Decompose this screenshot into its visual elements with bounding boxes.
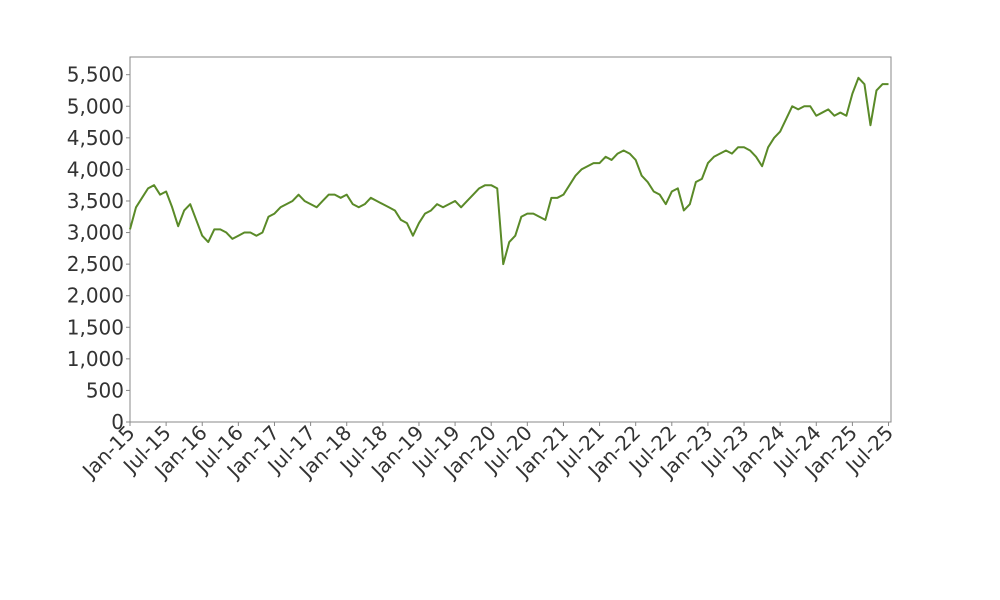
y-tick-label: 2,500	[67, 252, 124, 276]
y-tick-label: 4,000	[67, 157, 124, 181]
y-tick-label: 1,500	[67, 315, 124, 339]
y-tick-label: 500	[86, 378, 124, 402]
y-tick-label: 5,500	[67, 63, 124, 87]
y-tick-label: 4,500	[67, 126, 124, 150]
data-line	[129, 76, 889, 266]
y-tick-label: 2,000	[67, 284, 124, 308]
y-tick-label: 3,500	[67, 189, 124, 213]
y-tick-label: 5,000	[67, 94, 124, 118]
plot-frame	[129, 56, 892, 423]
y-tick-label: 0	[111, 410, 124, 434]
y-tick-label: 1,000	[67, 347, 124, 371]
y-tick-label: 3,000	[67, 221, 124, 245]
